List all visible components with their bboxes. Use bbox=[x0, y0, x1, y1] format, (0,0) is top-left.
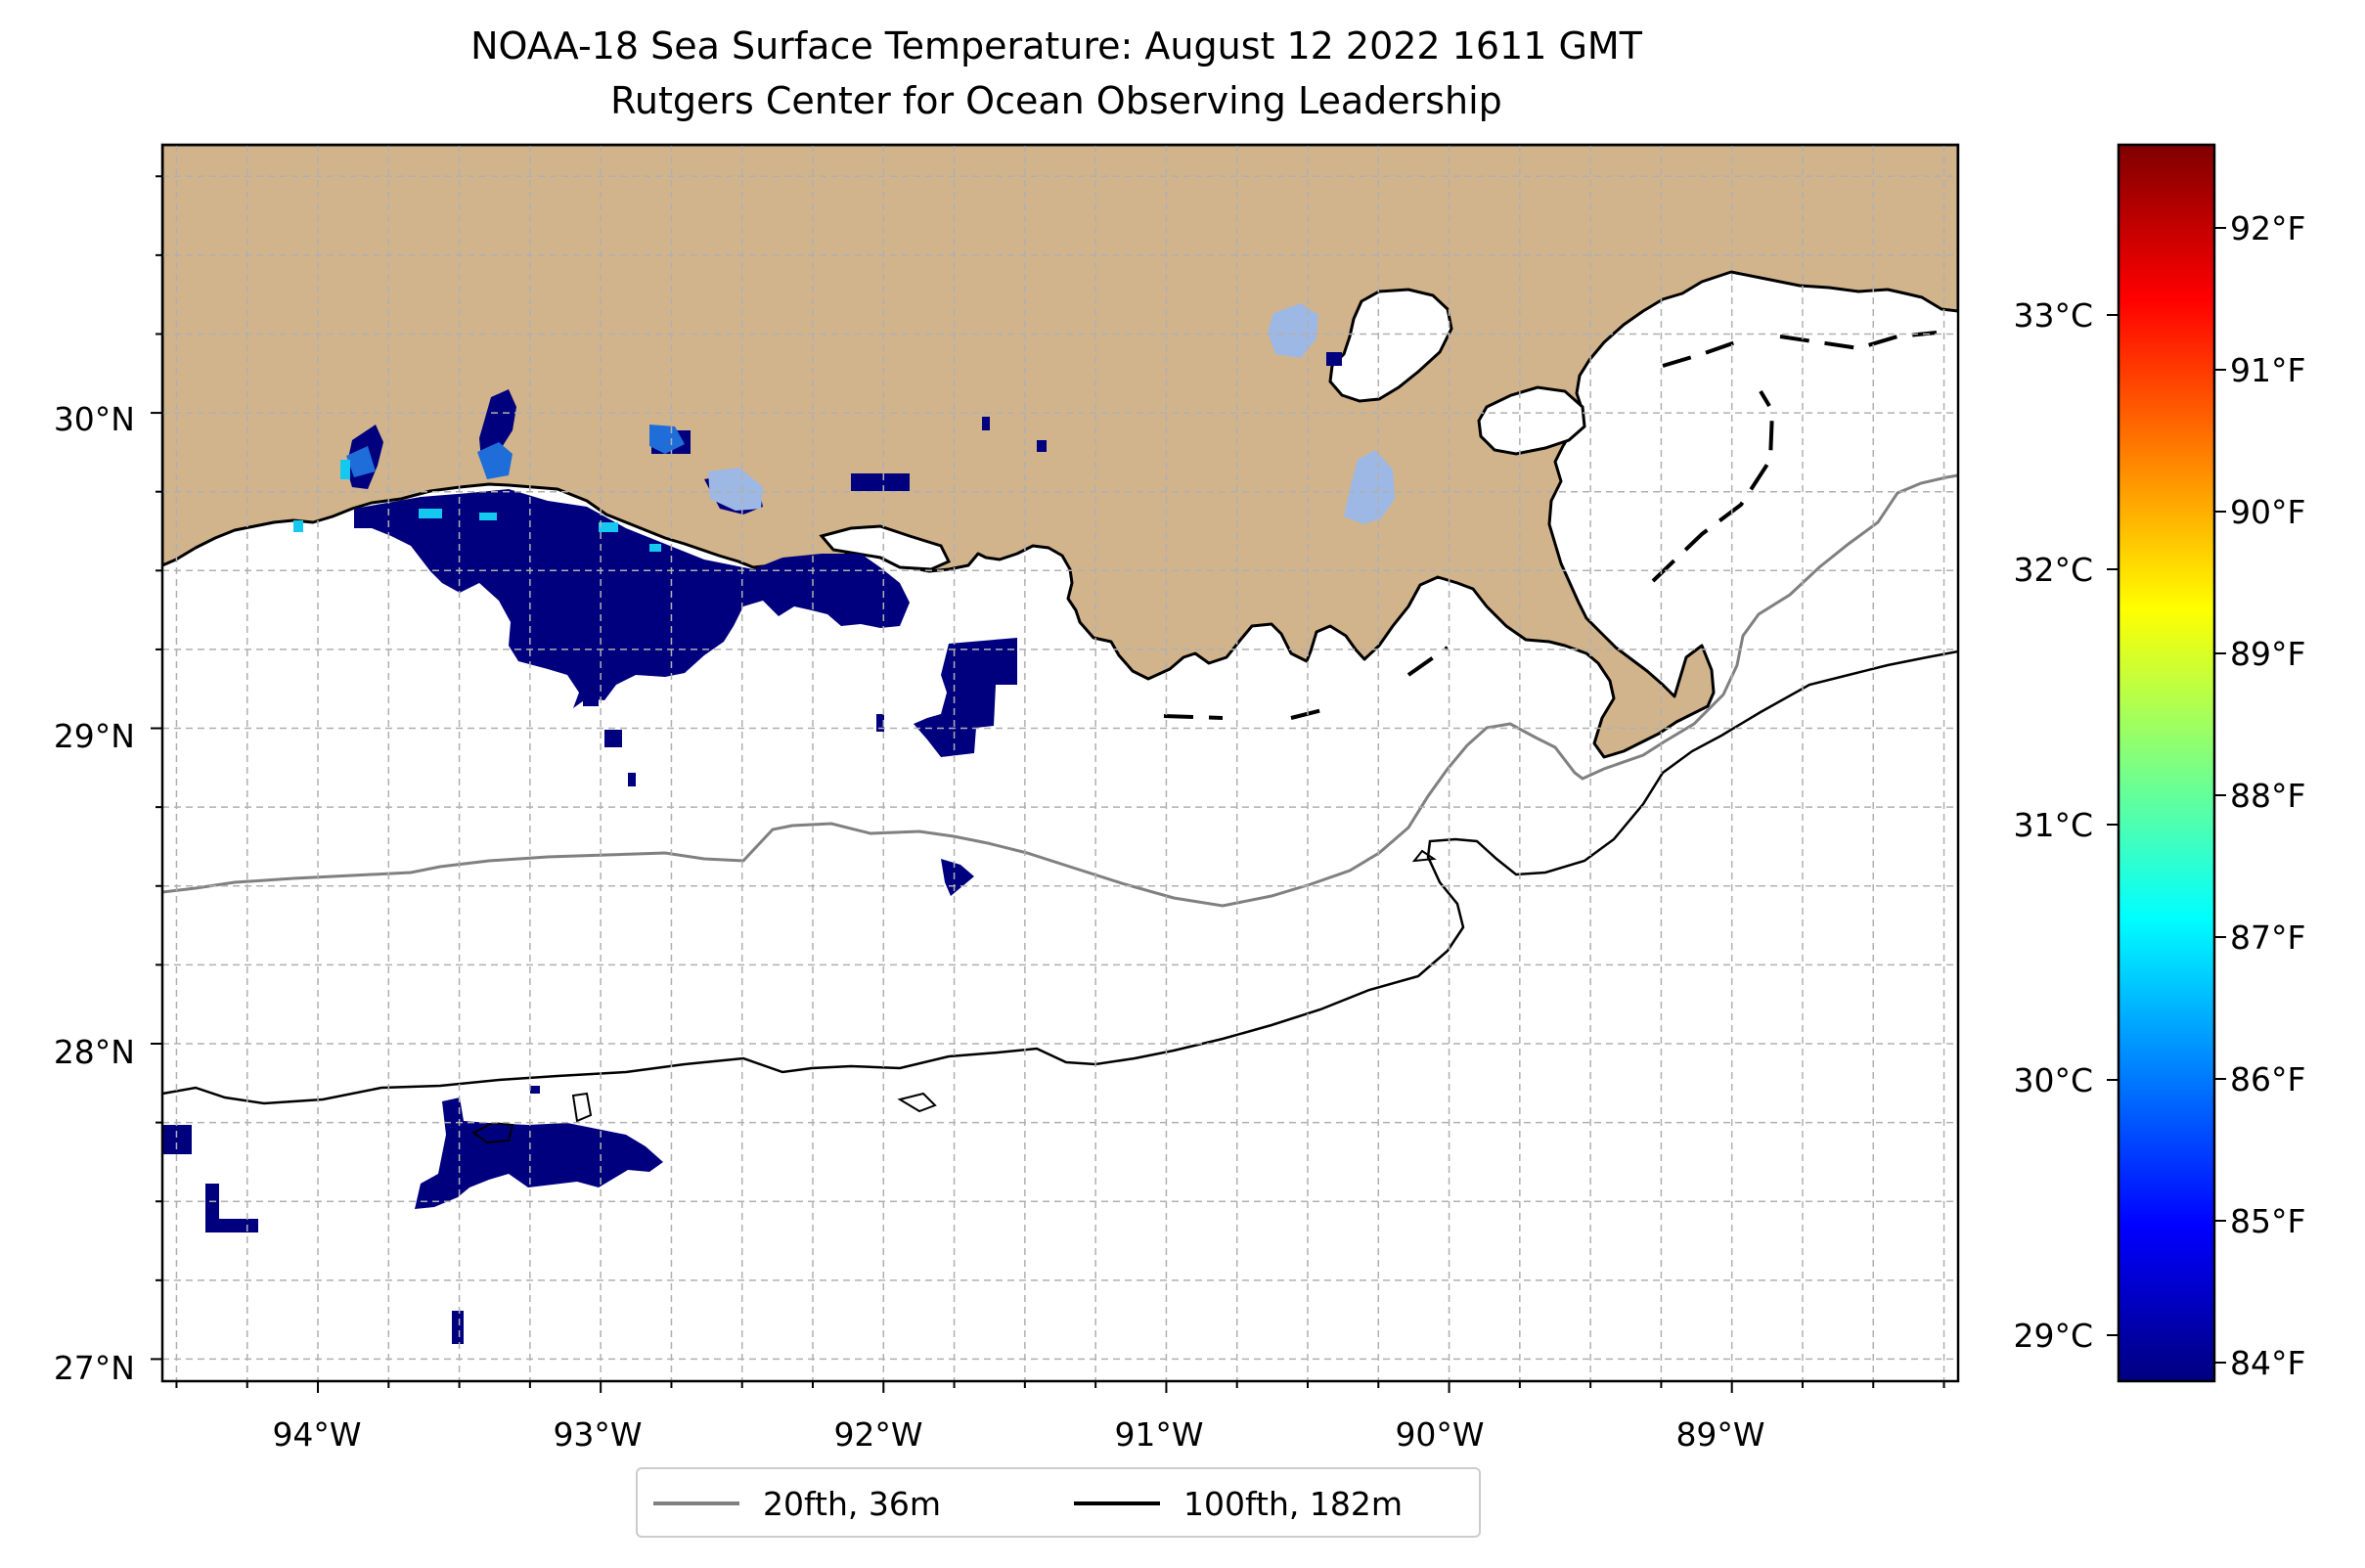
sst-patch-sabine bbox=[479, 389, 516, 460]
sst-cyan-pixel bbox=[649, 544, 661, 552]
lake-pontchartrain bbox=[1328, 288, 1453, 403]
sst-pixel bbox=[452, 1311, 464, 1344]
sst-light-patch bbox=[1344, 450, 1395, 524]
isobath-100fth bbox=[162, 650, 1958, 1105]
colorbar-fahrenheit-labels: 84°F 85°F 86°F 87°F 88°F 89°F 90°F 91°F … bbox=[2230, 209, 2305, 1382]
colorbar-ticks bbox=[2107, 227, 2226, 1364]
x-tick-label: 90°W bbox=[1395, 1415, 1484, 1454]
land bbox=[162, 145, 1958, 759]
celsius-tick-label: 30°C bbox=[2013, 1061, 2093, 1099]
x-tick-label: 93°W bbox=[553, 1415, 642, 1454]
sst-light-patch bbox=[708, 468, 763, 511]
y-tick-label: 28°N bbox=[54, 1033, 135, 1071]
sst-pixel bbox=[982, 417, 990, 430]
y-tick-label: 27°N bbox=[54, 1349, 135, 1387]
chart-subtitle: Rutgers Center for Ocean Observing Leade… bbox=[610, 79, 1502, 122]
sst-mid-patch bbox=[649, 425, 685, 454]
sst-cyan-pixel bbox=[419, 509, 442, 518]
x-tick-labels: 94°W 93°W 92°W 91°W 90°W 89°W bbox=[272, 1415, 1764, 1454]
x-tick-label: 94°W bbox=[272, 1415, 361, 1454]
sst-pixel bbox=[876, 714, 884, 732]
lake-borgne bbox=[1477, 385, 1586, 456]
sst-pixel bbox=[1326, 352, 1342, 366]
fahrenheit-tick-label: 84°F bbox=[2230, 1344, 2305, 1382]
celsius-tick-label: 32°C bbox=[2013, 551, 2093, 589]
sst-mid-patch bbox=[477, 442, 513, 479]
sst-pixel bbox=[604, 730, 622, 747]
legend-label: 20fth, 36m bbox=[763, 1484, 941, 1523]
fahrenheit-tick-label: 87°F bbox=[2230, 918, 2305, 957]
map-content bbox=[162, 145, 1958, 1344]
legend-item-100fth: 100fth, 182m bbox=[1074, 1483, 1403, 1524]
sst-light-patch bbox=[1268, 303, 1318, 358]
fahrenheit-tick-label: 85°F bbox=[2230, 1202, 2305, 1240]
map-frame bbox=[160, 143, 1960, 1383]
celsius-tick-label: 29°C bbox=[2013, 1317, 2093, 1355]
sst-pixel bbox=[205, 1219, 258, 1232]
sst-mid-patch bbox=[346, 446, 376, 477]
fahrenheit-tick-label: 88°F bbox=[2230, 777, 2305, 815]
x-tick-label: 91°W bbox=[1114, 1415, 1203, 1454]
isobath-20fth bbox=[162, 473, 1958, 908]
fahrenheit-tick-label: 91°F bbox=[2230, 351, 2305, 389]
y-tick-labels: 27°N 28°N 29°N 30°N bbox=[54, 400, 135, 1387]
sst-pixel bbox=[205, 1184, 219, 1229]
sst-pixel bbox=[583, 685, 599, 706]
sst-pixel bbox=[530, 1086, 540, 1094]
sst-cyan-pixel bbox=[479, 513, 497, 520]
sst-pixel bbox=[162, 1125, 192, 1154]
legend-swatch-black-line bbox=[1074, 1501, 1160, 1505]
map-ticks bbox=[151, 175, 1945, 1393]
shoal-dashes bbox=[1163, 331, 1938, 720]
celsius-tick-label: 31°C bbox=[2013, 806, 2093, 844]
sst-pixel bbox=[851, 473, 910, 491]
sst-patch-coastal-west bbox=[354, 489, 910, 708]
sst-cyan-pixel bbox=[599, 522, 618, 532]
legend: 20fth, 36m 100fth, 182m bbox=[636, 1467, 1481, 1538]
isobath-islet bbox=[471, 849, 1437, 1144]
fahrenheit-tick-label: 90°F bbox=[2230, 493, 2305, 531]
y-tick-label: 29°N bbox=[54, 717, 135, 755]
x-tick-label: 92°W bbox=[833, 1415, 922, 1454]
legend-label: 100fth, 182m bbox=[1183, 1484, 1403, 1523]
sst-pixel bbox=[1037, 440, 1047, 452]
fahrenheit-tick-label: 92°F bbox=[2230, 209, 2305, 247]
fahrenheit-tick-label: 86°F bbox=[2230, 1060, 2305, 1098]
legend-item-20fth: 20fth, 36m bbox=[653, 1483, 941, 1524]
sst-pixel bbox=[628, 773, 636, 786]
colorbar bbox=[2117, 143, 2216, 1383]
sst-pixels-warm bbox=[293, 303, 1395, 552]
legend-swatch-gray-line bbox=[653, 1501, 739, 1505]
sst-cyan-pixel bbox=[340, 460, 350, 479]
y-tick-label: 30°N bbox=[54, 400, 135, 438]
map-grid bbox=[162, 145, 1958, 1381]
bay-inlet bbox=[819, 524, 952, 571]
fahrenheit-tick-label: 89°F bbox=[2230, 635, 2305, 673]
colorbar-celsius-labels: 29°C 30°C 31°C 32°C 33°C bbox=[2013, 296, 2093, 1355]
sst-cyan-pixel bbox=[293, 520, 303, 532]
celsius-tick-label: 33°C bbox=[2013, 296, 2093, 335]
sst-patch-atchafalaya bbox=[914, 638, 1017, 757]
x-tick-label: 89°W bbox=[1675, 1415, 1764, 1454]
chart-title: NOAA-18 Sea Surface Temperature: August … bbox=[470, 24, 1642, 67]
